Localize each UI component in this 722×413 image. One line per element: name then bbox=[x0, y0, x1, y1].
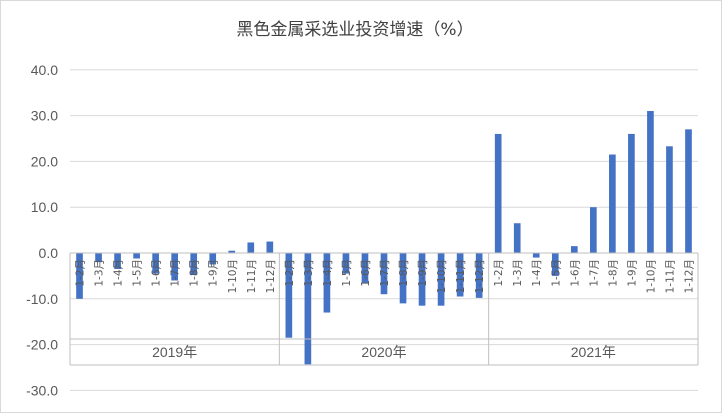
x-tick-label: 1-5月 bbox=[132, 259, 144, 287]
x-tick-label: 1-11月 bbox=[246, 259, 258, 293]
x-group-label: 2021年 bbox=[571, 344, 616, 360]
y-axis: -30.0 -20.0 -10.0 0.0 10.0 20.0 30.0 40.0 bbox=[26, 62, 58, 399]
bar bbox=[171, 253, 178, 281]
bar bbox=[532, 253, 540, 258]
x-tick-label: 1-12月 bbox=[683, 259, 695, 293]
bar bbox=[361, 253, 369, 283]
bar bbox=[494, 133, 502, 253]
bar bbox=[95, 253, 102, 263]
x-tick-label: 1-5月 bbox=[550, 259, 562, 287]
bar bbox=[76, 253, 83, 299]
x-tick-label: 1-9月 bbox=[208, 259, 220, 287]
x-tick-label: 1-9月 bbox=[417, 259, 429, 287]
bar bbox=[551, 253, 559, 276]
y-tick-label: 40.0 bbox=[31, 62, 58, 78]
x-tick-label: 1-7月 bbox=[379, 259, 391, 287]
x-tick-label: 1-10月 bbox=[227, 259, 239, 293]
x-tick-label: 1-10月 bbox=[645, 259, 657, 293]
x-tick-label: 1-6月 bbox=[569, 259, 581, 287]
x-tick-label: 1-2月 bbox=[284, 259, 296, 287]
y-tick-label: 0.0 bbox=[39, 245, 59, 261]
bar bbox=[304, 253, 312, 365]
x-group-label: 2019年 bbox=[152, 344, 197, 360]
bar bbox=[285, 253, 293, 338]
chart-title: 黑色金属采选业投资增速（%） bbox=[236, 20, 473, 40]
bar bbox=[685, 129, 692, 253]
bar bbox=[418, 253, 426, 306]
x-tick-label: 1-7月 bbox=[170, 259, 182, 287]
y-tick-label: -20.0 bbox=[26, 337, 58, 353]
y-tick-label: -10.0 bbox=[26, 291, 58, 307]
bar bbox=[266, 241, 274, 253]
x-group-label: 2020年 bbox=[361, 344, 406, 360]
bar bbox=[666, 146, 673, 253]
x-tick-label: 1-6月 bbox=[360, 259, 372, 287]
bar bbox=[228, 250, 236, 253]
x-tick-label: 1-8月 bbox=[189, 259, 201, 287]
bar bbox=[247, 242, 255, 253]
bar bbox=[513, 223, 521, 253]
x-tick-label: 1-4月 bbox=[113, 259, 125, 287]
y-tick-label: 10.0 bbox=[31, 199, 58, 215]
bar bbox=[437, 253, 445, 306]
bar bbox=[399, 253, 407, 304]
bar bbox=[152, 253, 159, 274]
bars bbox=[76, 111, 692, 365]
bar bbox=[209, 253, 217, 265]
x-tick-label: 1-3月 bbox=[94, 259, 106, 287]
x-tick-label: 1-7月 bbox=[588, 259, 600, 287]
bar bbox=[570, 246, 578, 253]
x-tick-label: 1-11月 bbox=[455, 259, 467, 293]
x-tick-label: 1-4月 bbox=[322, 259, 334, 287]
x-tick-label: 1-5月 bbox=[341, 259, 353, 287]
grid-lines bbox=[70, 69, 698, 391]
x-tick-label: 1-3月 bbox=[303, 259, 315, 287]
bar bbox=[647, 111, 654, 254]
x-tick-label: 1-4月 bbox=[531, 259, 543, 287]
x-tick-label: 1-8月 bbox=[398, 259, 410, 287]
bar bbox=[342, 253, 350, 274]
bar bbox=[475, 253, 483, 298]
x-tick-label: 1-12月 bbox=[474, 259, 486, 293]
bar bbox=[190, 253, 198, 275]
bar bbox=[323, 253, 331, 313]
x-tick-label: 1-10月 bbox=[436, 259, 448, 293]
x-tick-label: 1-9月 bbox=[626, 259, 638, 287]
x-tick-label: 1-8月 bbox=[607, 259, 619, 287]
x-tick-label: 1-3月 bbox=[512, 259, 524, 287]
y-tick-label: 20.0 bbox=[31, 153, 58, 169]
bar bbox=[114, 253, 121, 270]
x-tick-label: 1-12月 bbox=[265, 259, 277, 293]
y-tick-label: -30.0 bbox=[26, 382, 58, 398]
bar bbox=[590, 207, 597, 253]
x-tick-label: 1-2月 bbox=[75, 259, 87, 287]
x-tick-label: 1-11月 bbox=[664, 259, 676, 293]
bar bbox=[609, 154, 616, 253]
bar bbox=[133, 253, 140, 259]
x-tick-label: 1-2月 bbox=[493, 259, 505, 287]
y-tick-label: 30.0 bbox=[31, 108, 58, 124]
x-tick-label: 1-6月 bbox=[151, 259, 163, 287]
x-axis: 1-2月 1-3月 1-4月 1-5月 1-6月 1-7月 1-8月 1-9月 1-10月 1-1… bbox=[69, 252, 699, 366]
bar bbox=[380, 253, 388, 295]
bar bbox=[456, 253, 464, 297]
bar bbox=[628, 133, 635, 253]
